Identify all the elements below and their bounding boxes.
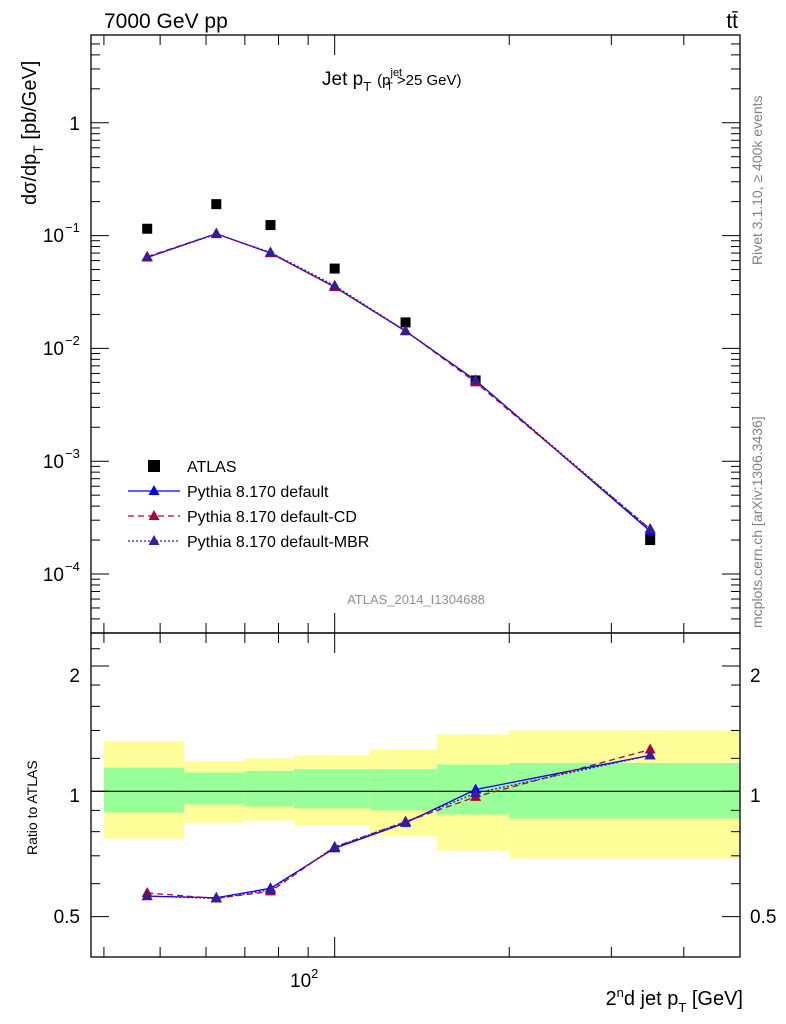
data-point-mc-3 (264, 246, 276, 257)
ratio-point-2 (210, 892, 222, 903)
plot-title: Jet pT (pjet T >25 GeV) (322, 67, 461, 94)
ratio-series (141, 743, 656, 903)
ratio-bands (91, 730, 740, 859)
legend: ATLAS Pythia 8.170 default Pythia 8.170 de… (128, 459, 369, 551)
main-axis-ticks (91, 34, 741, 634)
data-point-atlas (265, 220, 276, 231)
rivet-label: Rivet 3.1.10, ≥ 400k events (749, 95, 765, 265)
ratio-tick-label-right: 0.5 (750, 907, 776, 928)
y-tick-exponent: −2 (65, 333, 80, 348)
y-tick-label: 10 (43, 565, 64, 586)
ratio-tick-label-left: 0.5 (54, 907, 80, 928)
legend-marker-mc (148, 510, 160, 520)
x-axis-title: 2nd jet pT [GeV] (606, 985, 744, 1015)
analysis-id: ATLAS_2014_I1304688 (347, 592, 485, 607)
y-tick-exponent: −1 (65, 220, 80, 235)
uncertainty-band-stat (184, 772, 245, 805)
y-tick-label: 10 (43, 339, 64, 360)
uncertainty-band-stat (369, 769, 437, 811)
uncertainty-band-stat (293, 769, 370, 809)
data-point-mc-3 (470, 374, 482, 385)
ratio-point-2 (644, 749, 656, 760)
ratio-tick-label-right: 1 (750, 786, 761, 807)
ratio-tick-label-left: 1 (69, 786, 80, 807)
data-point-mc-3 (141, 251, 153, 262)
process-label: tt̄ (726, 10, 738, 33)
data-point-atlas (645, 535, 656, 546)
main-y-tick-labels: 1 10 10 10 10 (43, 114, 80, 586)
mcplots-label: mcplots.cern.ch [arXiv:1306.3436] (749, 416, 765, 628)
legend-marker-mc (148, 535, 160, 545)
y-tick-label: 10 (43, 452, 64, 473)
data-point-atlas (211, 199, 222, 210)
y-tick-exponent: −3 (65, 446, 80, 461)
legend-marker-atlas (148, 460, 160, 472)
ratio-panel-frame (90, 632, 741, 958)
ratio-tick-label-right: 2 (750, 666, 761, 687)
main-y-tick-exponents: −1 −2 −3 −4 (65, 220, 80, 574)
data-point-atlas (400, 317, 411, 328)
data-point-mc-3 (329, 279, 341, 290)
legend-label: Pythia 8.170 default-MBR (187, 534, 369, 551)
ratio-point-2 (141, 890, 153, 901)
uncertainty-band-stat (244, 770, 294, 807)
main-series (141, 199, 656, 546)
legend-marker-mc (148, 485, 160, 495)
legend-label: Pythia 8.170 default (187, 484, 329, 501)
x-tick-label: 102 (290, 966, 318, 992)
ratio-point-2 (329, 840, 341, 851)
ratio-tick-labels: 2 1 0.5 2 1 0.5 (54, 666, 777, 928)
legend-label: Pythia 8.170 default-CD (187, 509, 357, 526)
uncertainty-band-stat (103, 767, 185, 813)
data-point-atlas (142, 223, 153, 234)
ratio-y-axis-title: Ratio to ATLAS (24, 760, 40, 855)
ratio-point-2 (400, 815, 412, 826)
data-point-mc-3 (644, 523, 656, 534)
ratio-point-2 (264, 883, 276, 894)
y-tick-label: 10 (43, 226, 64, 247)
legend-label: ATLAS (187, 459, 237, 476)
data-point-mc-3 (400, 324, 412, 335)
data-point-mc-3 (210, 228, 222, 239)
energy-label: 7000 GeV pp (104, 10, 228, 33)
main-y-axis-title: dσ/dpT [pb/GeV] (19, 61, 46, 205)
ratio-point-2 (470, 787, 482, 798)
ratio-point-1 (644, 743, 656, 754)
data-point-atlas (329, 263, 340, 274)
y-tick-label: 1 (69, 114, 80, 135)
ratio-tick-label-left: 2 (69, 666, 80, 687)
y-tick-exponent: −4 (65, 559, 80, 574)
